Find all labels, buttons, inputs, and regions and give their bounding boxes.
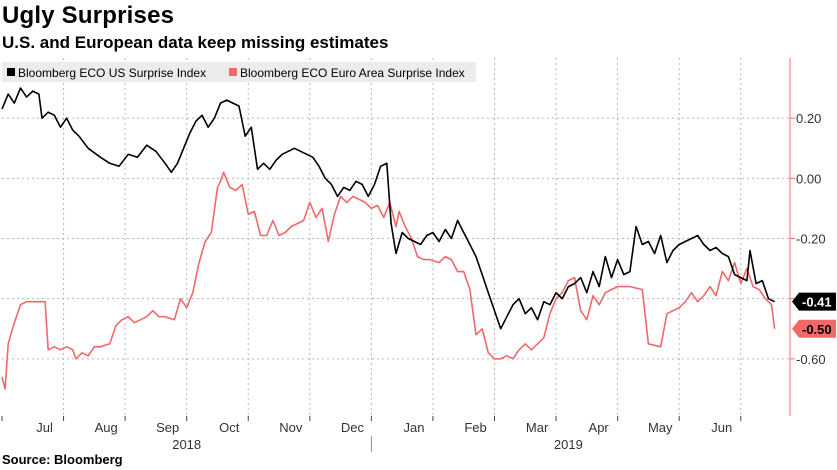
- x-tick-label: Jun: [711, 420, 732, 435]
- y-tick-label: -0.60: [796, 352, 826, 367]
- legend-background: [2, 62, 476, 82]
- x-tick-label: Dec: [341, 420, 365, 435]
- x-tick-label: Nov: [279, 420, 303, 435]
- x-tick-label: Jul: [36, 420, 53, 435]
- x-tick-label: May: [648, 420, 673, 435]
- source-note: Source: Bloomberg: [2, 452, 123, 467]
- x-tick-label: Mar: [526, 420, 549, 435]
- legend-swatch-euro: [229, 68, 237, 76]
- x-tick-label: Oct: [219, 420, 240, 435]
- chart-title: Ugly Surprises: [2, 2, 175, 29]
- y-tick-label: 0.00: [796, 171, 821, 186]
- y-tick-label: 0.20: [796, 111, 821, 126]
- end-label-us: -0.41: [802, 295, 832, 310]
- legend: Bloomberg ECO US Surprise Index Bloomber…: [2, 62, 476, 82]
- chart-subtitle: U.S. and European data keep missing esti…: [2, 33, 389, 52]
- x-tick-label: Jan: [403, 420, 424, 435]
- legend-label-us: Bloomberg ECO US Surprise Index: [18, 66, 206, 80]
- series-line-us: [1, 87, 775, 330]
- end-value-labels: -0.41 -0.50: [792, 292, 836, 338]
- gridlines: [2, 58, 790, 416]
- legend-label-euro: Bloomberg ECO Euro Area Surprise Index: [240, 66, 465, 80]
- x-tick-label: Aug: [95, 420, 118, 435]
- x-tick-label: Apr: [589, 420, 610, 435]
- y-tick-label: -0.20: [796, 232, 826, 247]
- x-tick-label: Sep: [156, 420, 179, 435]
- year-label: 2018: [172, 437, 201, 452]
- year-label: 2019: [554, 437, 583, 452]
- series-line-euro: [1, 171, 776, 390]
- x-tick-label: Feb: [464, 420, 486, 435]
- legend-swatch-us: [7, 68, 15, 76]
- series-lines: [1, 87, 776, 390]
- end-label-flag-euro: [792, 319, 836, 338]
- end-label-flag-us: [792, 292, 836, 311]
- end-label-euro: -0.50: [802, 322, 832, 337]
